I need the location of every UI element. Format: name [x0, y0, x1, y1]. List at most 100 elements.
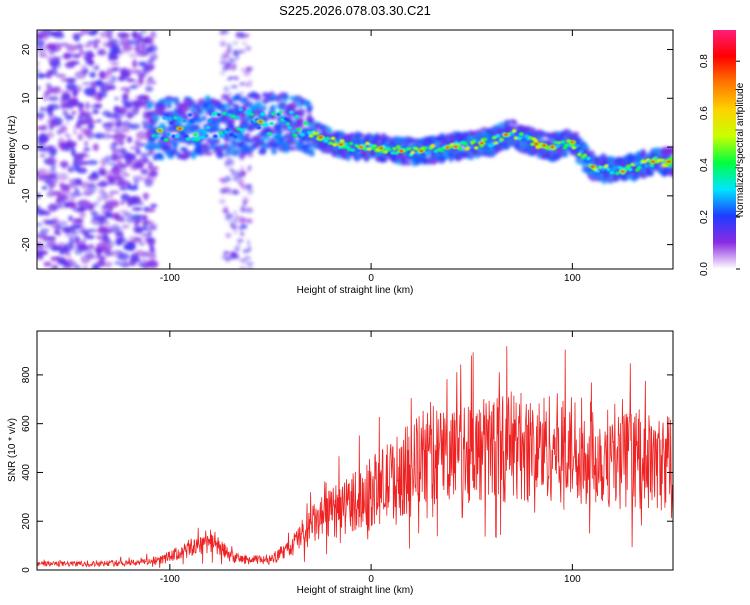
spectrogram-noise-cell: [223, 205, 229, 211]
spectrogram-cell: [577, 152, 582, 157]
spectrogram-cell: [551, 155, 560, 160]
spectrogram-cell: [582, 153, 588, 158]
spectrogram-cell: [513, 136, 519, 140]
spectrogram-noise-cell: [78, 160, 90, 166]
spectrogram-cell: [615, 171, 620, 176]
spectrogram-noise-cell: [39, 228, 50, 234]
spectrogram-cell: [301, 129, 307, 134]
spectrogram-noise-cell: [147, 260, 159, 269]
spectrogram-noise-cell: [119, 201, 125, 206]
spectrogram-noise-cell: [241, 41, 248, 46]
spectrogram-noise-cell: [64, 114, 74, 121]
spectrogram-noise-cell: [67, 165, 77, 173]
spectrogram-noise-cell: [228, 167, 233, 171]
spectrogram-noise-cell: [75, 43, 84, 50]
y-tick-label: 20: [21, 44, 32, 56]
spectrogram-cell: [575, 143, 580, 148]
spectrogram-noise-cell: [109, 46, 118, 55]
colorbar-tick-label: 0.0: [699, 262, 710, 276]
spectrogram-noise-cell: [100, 205, 110, 209]
spectrogram-cell: [255, 138, 261, 144]
spectrogram-cell: [394, 151, 399, 155]
spectrogram-noise-cell: [37, 112, 46, 117]
spectrogram-cell: [154, 135, 160, 140]
spectrogram-noise-cell: [106, 32, 113, 40]
spectrogram-noise-cell: [99, 84, 111, 92]
spectrogram-cell: [282, 92, 289, 100]
spectrogram-peak-core: [453, 145, 458, 148]
spectrogram-cell: [625, 164, 631, 169]
spectrogram-peak-core: [533, 142, 539, 146]
spectrogram-noise-cell: [66, 44, 78, 52]
spectrogram-noise-cell: [150, 203, 158, 208]
spectrogram-noise-cell: [41, 124, 48, 131]
spectrogram-noise-cell: [129, 84, 138, 90]
spectrogram-noise-cell: [141, 120, 149, 126]
spectrogram-noise-cell: [78, 102, 85, 108]
spectrogram-noise-cell: [133, 179, 139, 187]
x-tick-label: 100: [564, 273, 581, 284]
colorbar-tick-label: 0.4: [699, 158, 710, 172]
spectrogram-noise-cell: [59, 184, 71, 192]
spectrogram-noise-cell: [127, 124, 138, 130]
spectrogram-cell: [668, 146, 673, 155]
spectrogram-noise-cell: [97, 92, 105, 97]
spectrogram-peak-core: [358, 145, 364, 149]
spectrogram-cell: [290, 129, 296, 134]
spectrogram-noise-cell: [62, 110, 69, 116]
spectrogram-cell: [213, 127, 222, 132]
spectrogram-cell: [633, 161, 638, 166]
spectrogram-cell: [424, 151, 430, 156]
spectrogram-noise-cell: [85, 119, 97, 125]
spectrogram-cell: [528, 135, 533, 140]
spectrogram-noise-cell: [123, 259, 128, 268]
spectrogram-noise-cell: [122, 127, 131, 133]
spectrogram-cell: [247, 124, 253, 132]
spectrogram-cell: [166, 102, 172, 109]
spectrogram-cell: [267, 131, 273, 136]
y-tick-label: 0: [21, 144, 32, 150]
spectrogram-noise-cell: [121, 93, 129, 101]
spectrogram-cell: [495, 134, 501, 138]
spectrogram-noise-cell: [141, 258, 146, 262]
spectrogram-cell: [249, 112, 254, 117]
spectrogram-noise-cell: [100, 157, 108, 167]
spectrogram-noise-cell: [238, 216, 246, 224]
spectrogram-noise-cell: [224, 160, 230, 168]
spectrogram-noise-cell: [65, 227, 70, 234]
spectrogram-noise-cell: [146, 47, 153, 53]
spectrogram-cell: [515, 133, 521, 138]
spectrogram-cell: [189, 119, 195, 123]
spectrogram-noise-cell: [69, 182, 79, 187]
spectrogram-cell: [663, 163, 669, 168]
spectrogram-noise-cell: [226, 175, 231, 182]
spectrogram-noise-cell: [119, 34, 130, 43]
spectrogram-noise-cell: [143, 37, 151, 44]
spectrogram-noise-cell: [223, 250, 232, 255]
spectrogram-cell: [232, 134, 238, 139]
y-tick-label: 200: [21, 512, 32, 529]
x-tick-label: 0: [368, 273, 374, 284]
spectrogram-noise-cell: [39, 174, 50, 178]
spectrogram-noise-cell: [109, 193, 114, 199]
spectrogram-cell: [305, 148, 315, 154]
spectrogram-cell: [269, 97, 277, 102]
spectrogram-noise-cell: [239, 232, 245, 237]
colorbar-tick-label: 0.2: [699, 210, 710, 224]
spectrogram-noise-cell: [86, 253, 95, 261]
spectrogram-cell: [289, 101, 299, 109]
spectrogram-noise-cell: [149, 80, 157, 85]
spectrogram-noise-cell: [100, 208, 111, 216]
spectrogram-noise-cell: [47, 95, 59, 102]
spectrogram-noise-cell: [102, 261, 113, 268]
spectrogram-noise-cell: [107, 176, 114, 182]
spectrogram-noise-cell: [63, 262, 70, 268]
spectrogram-cell: [264, 135, 272, 142]
spectrogram-cell: [592, 157, 599, 164]
spectrogram-cell: [605, 167, 611, 172]
spectrogram-cell: [519, 132, 524, 136]
spectrogram-noise-cell: [56, 30, 64, 35]
spectrogram-noise-cell: [57, 242, 66, 247]
spectrogram-noise-cell: [101, 243, 112, 253]
spectrogram-noise-cell: [227, 189, 235, 195]
